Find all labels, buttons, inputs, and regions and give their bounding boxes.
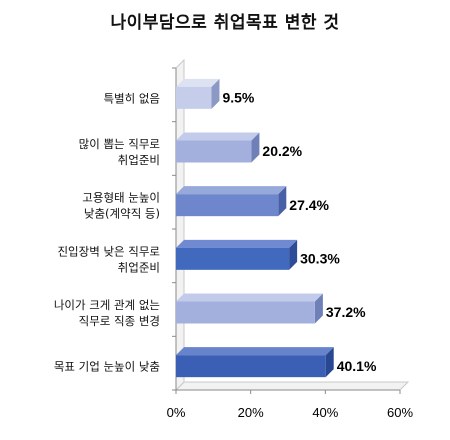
bar-top	[176, 78, 220, 87]
bar	[176, 355, 326, 378]
category-label: 낮춤(계약직 등)	[84, 207, 160, 221]
bar-side	[211, 78, 220, 109]
chart-side-wall	[175, 58, 185, 392]
x-tick-label: 20%	[238, 405, 264, 420]
bar-side	[278, 186, 287, 217]
bar	[176, 247, 290, 270]
x-tick-label: 60%	[387, 405, 413, 420]
bar-top	[176, 239, 298, 248]
x-tick-label: 40%	[312, 405, 338, 420]
chart-floor	[174, 381, 410, 391]
bar-top	[176, 293, 323, 302]
value-label: 9.5%	[222, 90, 254, 106]
value-label: 37.2%	[326, 304, 366, 320]
bar-side	[314, 293, 323, 324]
chart-title: 나이부담으로 취업목표 변한 것	[110, 13, 340, 33]
value-label: 40.1%	[337, 358, 377, 374]
category-label: 특별히 없음	[103, 91, 160, 105]
category-label: 고용형태 눈높이	[82, 191, 160, 205]
value-label: 20.2%	[262, 143, 302, 159]
category-label: 진입장벽 낮은 직무로	[57, 244, 160, 258]
bar	[176, 86, 212, 109]
bar-side	[325, 347, 334, 378]
bar-top	[176, 132, 260, 141]
bar	[176, 140, 252, 163]
x-tick-label: 0%	[167, 405, 186, 420]
category-label: 취업준비	[118, 260, 160, 274]
category-label: 나이가 크게 관계 없는	[54, 298, 160, 312]
category-label: 취업준비	[118, 153, 160, 167]
category-label: 목표 기업 눈높이 낮춤	[54, 360, 160, 374]
value-label: 27.4%	[289, 197, 329, 213]
bar	[176, 301, 315, 324]
bar	[176, 194, 279, 217]
category-label: 많이 뽑는 직무로	[79, 137, 160, 151]
value-label: 30.3%	[300, 251, 340, 267]
bar-top	[176, 186, 287, 195]
bar-top	[176, 347, 334, 356]
bar-side	[251, 132, 260, 163]
category-label: 직무로 직종 변경	[79, 314, 160, 328]
bar-side	[289, 239, 298, 270]
